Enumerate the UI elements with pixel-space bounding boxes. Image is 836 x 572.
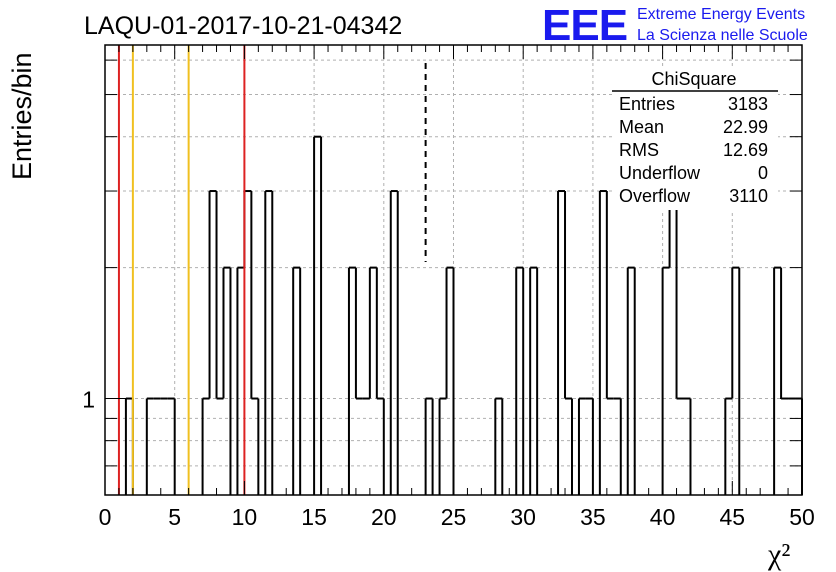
stats-title: ChiSquare (651, 69, 736, 89)
x-tick-label: 25 (441, 504, 467, 530)
x-tick-label: 45 (720, 504, 746, 530)
x-tick-labels: 0 5 10 15 20 25 30 35 40 45 50 (99, 504, 815, 530)
stats-box: ChiSquare Entries 3183 Mean 22.99 RMS 12.69 Un… (612, 66, 778, 210)
stats-label: Overflow (619, 186, 691, 206)
run-title: LAQU-01-2017-10-21-04342 (84, 12, 402, 40)
eee-logo: EEE (542, 1, 627, 50)
reference-lines (117, 45, 427, 495)
stats-value: 3183 (728, 94, 768, 114)
stats-label: Mean (619, 117, 664, 137)
stats-box-background (612, 66, 778, 210)
stats-rows: Entries 3183 Mean 22.99 RMS 12.69 Underflow 0 Ov… (619, 94, 768, 206)
logo-line-2: La Scienza nelle Scuole (637, 27, 808, 44)
stats-value: 3110 (729, 186, 768, 206)
x-tick-label: 15 (301, 504, 327, 530)
x-tick-label: 35 (580, 504, 606, 530)
x-tick-label: 5 (168, 504, 181, 530)
x-tick-label: 40 (650, 504, 676, 530)
stats-value: 22.99 (723, 117, 768, 137)
x-axis-label: χ² (767, 538, 790, 571)
logo-line-1: Extreme Energy Events (637, 6, 805, 23)
x-tick-label: 10 (232, 504, 258, 530)
x-tick-label: 30 (510, 504, 536, 530)
y-axis-label: Entries/bin (7, 52, 37, 180)
y-tick-labels: 1 (82, 387, 95, 413)
plot-frame (104, 44, 803, 496)
y-tick-label: 1 (82, 387, 95, 413)
x-tick-label: 0 (99, 504, 112, 530)
histogram-bins (124, 135, 803, 495)
stats-value: 12.69 (723, 140, 768, 160)
x-tick-label: 20 (371, 504, 397, 530)
stats-label: Entries (619, 94, 675, 114)
x-tick-label: 50 (789, 504, 815, 530)
stats-label: RMS (619, 140, 659, 160)
stats-label: Underflow (619, 163, 701, 183)
stats-value: 0 (758, 163, 768, 183)
